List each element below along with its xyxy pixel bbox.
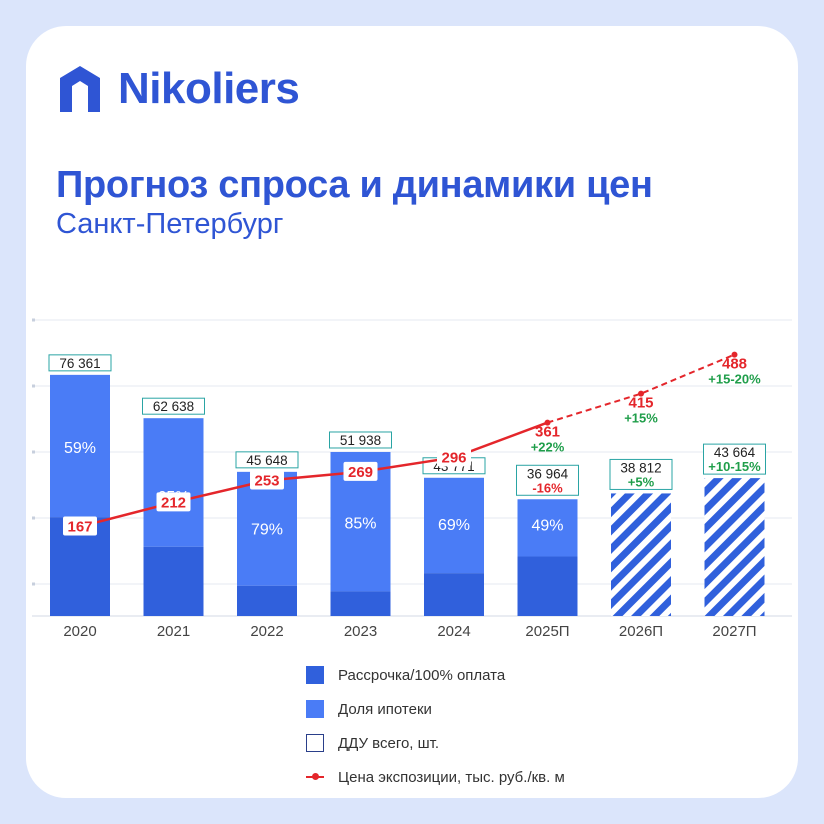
x-tick-label: 2025П (525, 623, 569, 640)
ddu-total-label-box (516, 464, 579, 496)
ddu-total-label-box (329, 431, 392, 449)
price-label: 269 (348, 464, 373, 481)
gridline-tick (32, 450, 35, 454)
price-change-label: +15-20% (708, 372, 761, 387)
price-change-label: +22% (531, 440, 565, 455)
ddu-total-label: 36 964 (527, 466, 569, 481)
ddu-change-label: +10-15% (708, 459, 761, 474)
price-point (638, 390, 644, 397)
price-label: 361 (535, 424, 560, 441)
legend-swatch-price-line (306, 768, 324, 786)
price-label-box (343, 461, 378, 481)
x-tick-label: 2027П (712, 623, 756, 640)
legend-label: Цена экспозиции, тыс. руб./кв. м (338, 768, 565, 786)
brand-name: Nikoliers (118, 64, 300, 113)
legend-swatch-mortgage (306, 700, 324, 718)
ddu-total-label-box (48, 354, 112, 372)
mortgage-share-label: 59% (64, 440, 96, 457)
price-line-forecast (547, 353, 735, 424)
legend-item-ddu-total: ДДУ всего, шт. (306, 726, 565, 760)
ddu-total-label-box (235, 451, 299, 469)
legend-swatch-cash (306, 666, 324, 684)
x-tick-label: 2024 (437, 623, 470, 640)
price-change-label: +15% (624, 411, 658, 426)
ddu-total-label: 51 938 (340, 433, 381, 448)
legend-item-cash: Рассрочка/100% оплата (306, 658, 565, 692)
legend-label: Рассрочка/100% оплата (338, 666, 506, 684)
ddu-total-label: 62 638 (153, 399, 194, 414)
x-tick-label: 2023 (344, 623, 377, 640)
price-label: 488 (722, 356, 747, 373)
legend-item-mortgage: Доля ипотеки (306, 692, 565, 726)
ddu-total-label-box (609, 458, 673, 490)
legend-label: ДДУ всего, шт. (338, 734, 440, 752)
ddu-change-label: -16% (532, 480, 563, 495)
bar-cash-segment (330, 591, 391, 616)
bar-cash-segment (237, 585, 297, 616)
ddu-total-label: 76 361 (59, 356, 100, 371)
price-label: 296 (441, 449, 466, 466)
price-label: 167 (67, 519, 92, 536)
legend-item-price: Цена экспозиции, тыс. руб./кв. м (306, 760, 565, 794)
gridline-tick (32, 516, 35, 520)
price-label: 212 (161, 494, 186, 511)
bar-mortgage-segment (50, 374, 110, 518)
brand-mark-icon (60, 66, 100, 112)
bar-cash-segment (517, 556, 578, 616)
price-label: 415 (628, 395, 653, 412)
gridline-tick (32, 384, 35, 388)
mortgage-share-label: 69% (438, 517, 470, 534)
x-tick-label: 2021 (157, 623, 190, 640)
page-title: Прогноз спроса и динамики цен (56, 164, 653, 206)
x-tick-label: 2026П (619, 623, 663, 640)
price-label-box (437, 447, 471, 467)
infographic-card: Nikoliers Прогноз спроса и динамики цен … (26, 26, 798, 798)
gridline-tick (32, 582, 35, 586)
ddu-change-label: +5% (628, 474, 655, 489)
price-point (544, 419, 551, 426)
price-label-box (156, 492, 191, 512)
legend-swatch-ddu-total (306, 734, 324, 752)
x-tick-label: 2022 (250, 623, 283, 640)
ddu-total-label: 45 648 (246, 453, 287, 468)
bar-mortgage-segment (424, 477, 484, 574)
mortgage-share-label: 79% (251, 521, 283, 538)
price-label-box (250, 470, 284, 490)
mortgage-share-label: 49% (531, 518, 563, 535)
brand-logo: Nikoliers (56, 64, 300, 114)
ddu-total-label-box (703, 443, 766, 475)
ddu-total-label: 43 664 (714, 445, 756, 460)
mortgage-share-label: 85% (344, 516, 376, 533)
x-tick-label: 2020 (63, 623, 96, 640)
ddu-total-label-box (142, 397, 205, 415)
page-subtitle: Санкт-Петербург (56, 208, 284, 240)
ddu-total-label: 38 812 (620, 460, 661, 475)
price-label-box (63, 516, 97, 536)
bar-mortgage-segment (517, 499, 578, 557)
price-label: 253 (254, 472, 279, 489)
bar-forecast-ddu (611, 493, 671, 616)
chart-legend: Рассрочка/100% оплата Доля ипотеки ДДУ в… (306, 658, 565, 794)
bar-cash-segment (143, 546, 204, 616)
bar-forecast-ddu (704, 478, 765, 616)
bar-mortgage-segment (237, 471, 297, 586)
bar-mortgage-segment (143, 418, 204, 547)
gridline-tick (32, 318, 35, 322)
bar-cash-segment (424, 573, 484, 616)
legend-label: Доля ипотеки (338, 700, 432, 718)
price-point (731, 351, 738, 358)
